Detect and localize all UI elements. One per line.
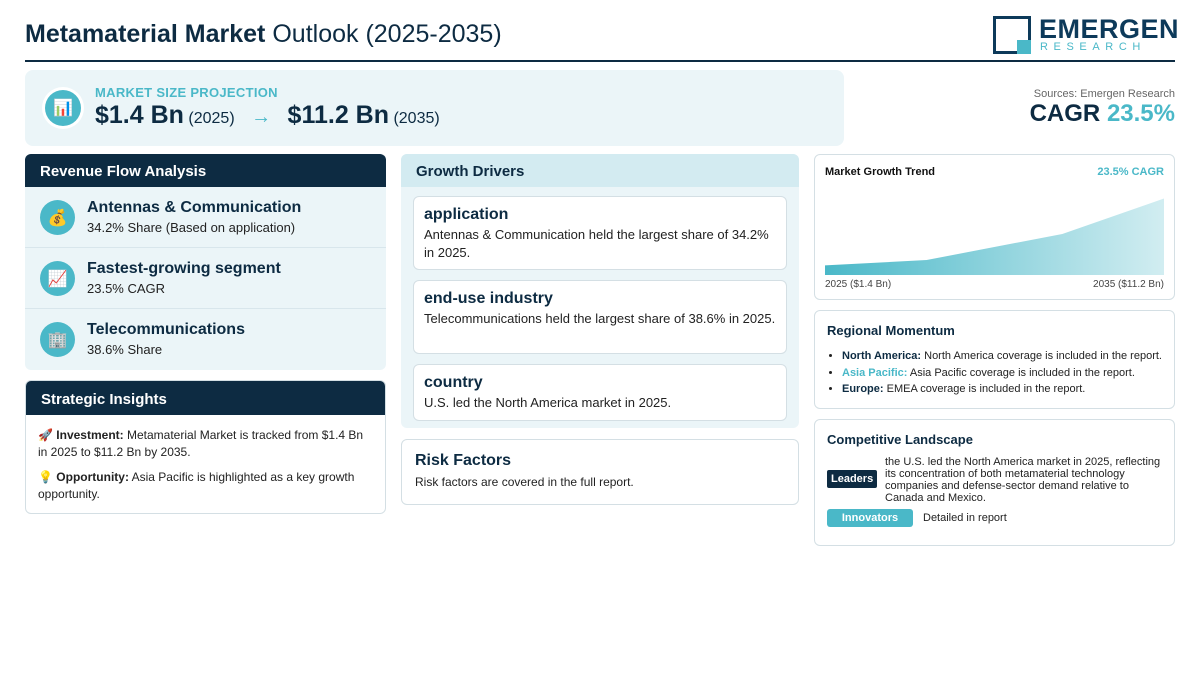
leaders-badge: Leaders: [827, 470, 878, 488]
projection-label: MARKET SIZE PROJECTION: [95, 85, 278, 100]
driver-title: application: [424, 206, 509, 223]
revenue-item-title: Fastest-growing segment: [87, 260, 281, 277]
logo-mark-icon: [993, 16, 1031, 54]
innovators-text: Detailed in report: [923, 512, 1007, 524]
cagr-value: 23.5%: [1106, 100, 1175, 127]
competitive-landscape-title: Competitive Landscape: [827, 432, 973, 447]
risk-factors-title: Risk Factors: [415, 452, 512, 469]
opportunity-label: Opportunity:: [56, 470, 129, 484]
trend-area-series: [825, 198, 1164, 275]
projection-values: $1.4 Bn (2025) → $11.2 Bn (2035): [95, 101, 440, 130]
region-list: North America: North America coverage is…: [827, 348, 1162, 398]
chart-start-label: 2025 ($1.4 Bn): [825, 279, 892, 290]
strategic-insights-title: Strategic Insights: [26, 381, 385, 415]
region-text: North America coverage is included in th…: [924, 350, 1162, 362]
opportunity-insight: 💡 Opportunity: Asia Pacific is highlight…: [38, 469, 373, 503]
revenue-item-subtitle: 23.5% CAGR: [87, 281, 166, 296]
region-text: Asia Pacific coverage is included in the…: [909, 366, 1135, 379]
regional-momentum-panel: Regional Momentum North America: North A…: [814, 310, 1175, 409]
revenue-item: 📈 Fastest-growing segment 23.5% CAGR: [25, 248, 386, 309]
region-label: North America:: [842, 350, 922, 362]
risk-factors-panel: Risk Factors Risk factors are covered in…: [401, 439, 799, 505]
building-icon: 🏢: [40, 322, 75, 357]
leaders-row: Leaders the U.S. led the North America m…: [827, 456, 1167, 504]
investment-insight: 🚀 Investment: Metamaterial Market is tra…: [38, 427, 373, 461]
driver-card: country U.S. led the North America marke…: [413, 364, 787, 421]
growth-drivers-title: Growth Drivers: [401, 154, 799, 187]
driver-title: country: [424, 374, 483, 391]
page-title: Metamaterial Market Outlook (2025-2035): [25, 20, 502, 49]
start-value: $1.4 Bn: [95, 101, 184, 129]
logo-word: EMERGEN: [1039, 14, 1180, 44]
leaders-text: the U.S. led the North America market in…: [885, 456, 1161, 504]
logo-subword: RESEARCH: [1040, 41, 1146, 53]
cagr-label: CAGR: [1029, 100, 1101, 127]
strategic-insights-panel: Strategic Insights 🚀 Investment: Metamat…: [25, 380, 386, 514]
region-item: Europe: EMEA coverage is included in the…: [842, 381, 1162, 398]
driver-text: Telecommunications held the largest shar…: [424, 311, 776, 326]
competitive-landscape-panel: Competitive Landscape Leaders the U.S. l…: [814, 419, 1175, 546]
revenue-item-title: Antennas & Communication: [87, 199, 302, 216]
end-value: $11.2 Bn: [287, 101, 389, 129]
bar-chart-icon: 📊: [45, 90, 81, 126]
opportunity-text: Asia Pacific is highlighted as a key gro…: [38, 470, 355, 501]
revenue-item-subtitle: 34.2% Share (Based on application): [87, 220, 296, 235]
cagr-headline: CAGR 23.5%: [1030, 100, 1175, 128]
revenue-flow-title: Revenue Flow Analysis: [25, 154, 386, 187]
investment-text: Metamaterial Market is tracked from $1.4…: [38, 428, 364, 459]
start-year: (2025): [188, 110, 235, 127]
market-growth-trend-chart: Market Growth Trend 23.5% CAGR 2025 ($1.…: [814, 154, 1175, 300]
money-bag-icon: 💰: [40, 200, 75, 235]
region-label: Europe:: [842, 383, 884, 395]
innovators-badge: Innovators: [827, 509, 913, 527]
chart-title: Market Growth Trend: [825, 166, 936, 178]
sources-note: Sources: Emergen Research: [1033, 88, 1175, 100]
growth-drivers-panel: Growth Drivers application Antennas & Co…: [401, 154, 799, 428]
title-rest: Outlook (2025-2035): [272, 20, 502, 48]
driver-text: Antennas & Communication held the larges…: [424, 227, 769, 260]
market-size-projection: 📊 MARKET SIZE PROJECTION $1.4 Bn (2025) …: [25, 70, 844, 146]
lightbulb-icon: 💡: [38, 470, 53, 484]
revenue-item: 🏢 Telecommunications 38.6% Share: [25, 309, 386, 370]
trend-up-icon: 📈: [40, 261, 75, 296]
end-year: (2035): [393, 110, 440, 127]
investment-label: Investment:: [56, 428, 124, 442]
chart-cagr-label: 23.5% CAGR: [1097, 166, 1164, 178]
chart-end-label: 2035 ($11.2 Bn): [1093, 279, 1164, 290]
innovators-row: Innovators Detailed in report: [827, 509, 1167, 529]
emergen-logo: EMERGEN RESEARCH: [993, 14, 1179, 56]
revenue-item-subtitle: 38.6% Share: [87, 342, 163, 357]
region-item: North America: North America coverage is…: [842, 348, 1162, 365]
region-item: Asia Pacific: Asia Pacific coverage is i…: [842, 365, 1162, 382]
regional-momentum-title: Regional Momentum: [827, 323, 955, 338]
driver-card: end-use industry Telecommunications held…: [413, 280, 787, 354]
driver-text: U.S. led the North America market in 202…: [424, 395, 672, 410]
region-text: EMEA coverage is included in the report.: [886, 383, 1086, 395]
region-label: Asia Pacific:: [842, 366, 908, 379]
risk-factors-text: Risk factors are covered in the full rep…: [415, 475, 634, 489]
driver-card: application Antennas & Communication hel…: [413, 196, 787, 270]
revenue-item: 💰 Antennas & Communication 34.2% Share (…: [25, 187, 386, 248]
rocket-icon: 🚀: [38, 428, 53, 442]
revenue-flow-panel: Revenue Flow Analysis 💰 Antennas & Commu…: [25, 154, 386, 370]
driver-title: end-use industry: [424, 290, 553, 307]
page-header: Metamaterial Market Outlook (2025-2035) …: [25, 12, 1179, 62]
trend-area-svg: [825, 198, 1164, 275]
arrow-right-icon: →: [251, 106, 272, 128]
revenue-item-title: Telecommunications: [87, 321, 245, 338]
title-bold: Metamaterial Market: [25, 20, 266, 48]
